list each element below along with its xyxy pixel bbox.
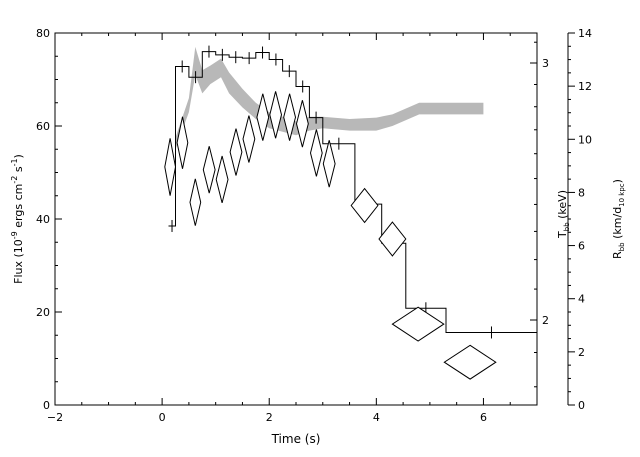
temperature-diamond <box>309 129 323 177</box>
temperature-tick-label: 2 <box>542 314 549 327</box>
temperature-axis-label: Tbb (keV) <box>556 190 571 239</box>
radius-tick-label: 2 <box>578 346 585 359</box>
flux-tick-label: 60 <box>36 120 50 133</box>
temperature-diamond <box>229 128 243 176</box>
flux-tick-label: 0 <box>43 399 50 412</box>
x-tick-label: 0 <box>159 411 166 424</box>
radius-tick-label: 8 <box>578 186 585 199</box>
temperature-diamond <box>176 116 189 169</box>
temperature-diamond <box>256 93 270 141</box>
x-tick-label: 6 <box>480 411 487 424</box>
x-tick-label: 2 <box>266 411 273 424</box>
radius-tick-label: 14 <box>578 27 592 40</box>
radius-tick-label: 10 <box>578 133 592 146</box>
radius-axis-label: Rbb (km/d10 kpc) <box>611 179 626 259</box>
temperature-diamond-layer <box>164 91 497 380</box>
temperature-tick-label: 3 <box>542 57 549 70</box>
temperature-diamond <box>189 178 202 226</box>
temperature-diamond <box>378 221 407 257</box>
temperature-diamond <box>202 146 216 194</box>
temperature-diamond <box>322 140 336 188</box>
x-tick-label: 4 <box>373 411 380 424</box>
radius-band-layer <box>175 46 484 150</box>
temperature-diamond <box>269 91 283 139</box>
temperature-diamond <box>215 155 229 204</box>
x-tick-label: −2 <box>47 411 63 424</box>
flux-histogram-layer <box>168 45 537 339</box>
flux-axis-label: Flux (10-9 ergs cm-2 s-1) <box>10 154 25 284</box>
temperature-diamond <box>350 187 379 224</box>
temperature-diamond <box>443 344 497 380</box>
temperature-diamond <box>242 115 256 163</box>
flux-tick-label: 80 <box>36 27 50 40</box>
flux-tick-label: 20 <box>36 306 50 319</box>
temperature-diamond <box>283 93 297 141</box>
radius-tick-label: 4 <box>578 293 585 306</box>
radius-tick-label: 0 <box>578 399 585 412</box>
temperature-diamond <box>164 138 177 196</box>
temperature-diamond <box>295 100 309 148</box>
radius-band <box>175 46 484 150</box>
radius-tick-label: 6 <box>578 240 585 253</box>
temperature-diamond <box>391 306 445 342</box>
x-axis-label: Time (s) <box>271 432 321 446</box>
flux-tick-label: 40 <box>36 213 50 226</box>
radius-tick-label: 12 <box>578 80 592 93</box>
